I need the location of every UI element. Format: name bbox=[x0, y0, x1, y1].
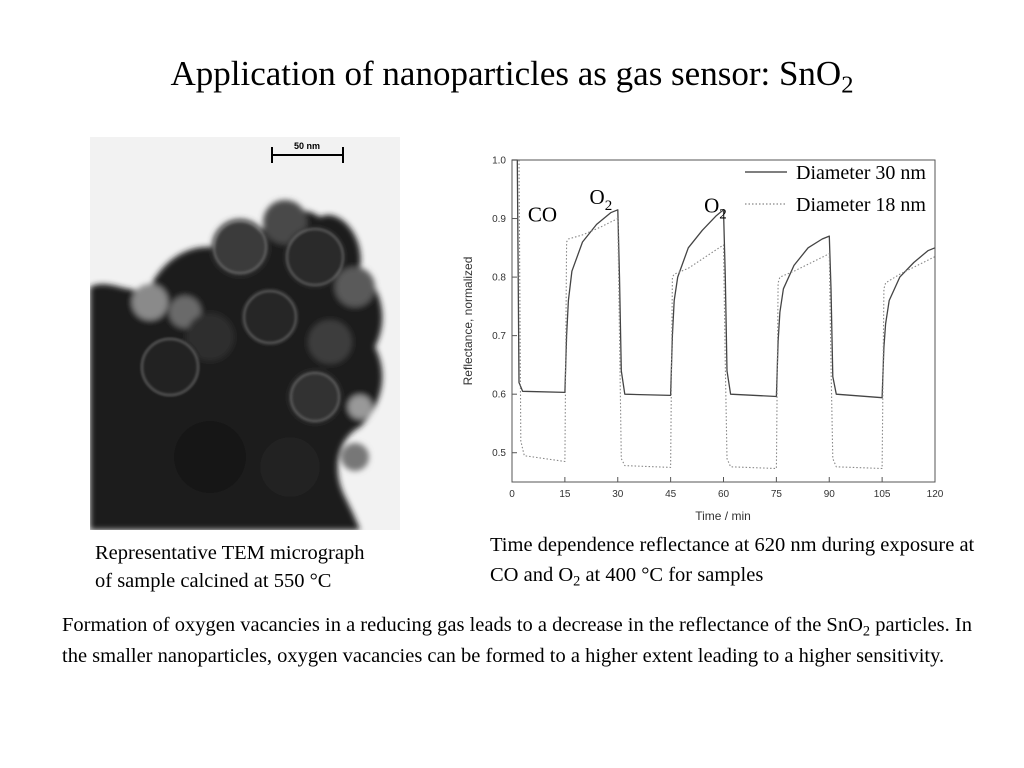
x-tick-label: 45 bbox=[665, 489, 677, 500]
chart-annotation: CO bbox=[528, 202, 557, 226]
chart-annotation: O2 bbox=[590, 185, 613, 214]
tem-scale-label: 50 nm bbox=[294, 141, 320, 151]
tem-caption-line2: of sample calcined at 550 °C bbox=[95, 570, 332, 592]
y-tick-label: 0.9 bbox=[492, 214, 506, 225]
series-line-diameter-30nm bbox=[512, 159, 936, 399]
tem-caption: Representative TEM micrograph of sample … bbox=[95, 539, 440, 595]
chart-legend: Diameter 30 nm Diameter 18 nm bbox=[745, 162, 926, 216]
y-tick-label: 0.5 bbox=[492, 448, 506, 459]
y-tick-label: 0.7 bbox=[492, 331, 506, 342]
x-tick-label: 75 bbox=[771, 489, 783, 500]
x-tick-label: 0 bbox=[509, 489, 515, 500]
chart-caption: Time dependence reflectance at 620 nm du… bbox=[490, 534, 975, 590]
y-tick-label: 1.0 bbox=[492, 156, 506, 167]
x-tick-label: 90 bbox=[824, 489, 836, 500]
tem-caption-line1: Representative TEM micrograph bbox=[95, 542, 365, 564]
y-tick-label: 0.6 bbox=[492, 390, 506, 401]
series-line-diameter-18nm bbox=[512, 159, 936, 470]
x-tick-label: 15 bbox=[559, 489, 571, 500]
legend-label: Diameter 18 nm bbox=[796, 194, 926, 216]
x-axis-label: Time / min bbox=[695, 509, 751, 523]
tem-scale-bar: 50 nm bbox=[271, 141, 344, 163]
body-paragraph: Formation of oxygen vacancies in a reduc… bbox=[62, 614, 972, 667]
legend-label: Diameter 30 nm bbox=[796, 162, 926, 184]
x-tick-label: 120 bbox=[927, 489, 944, 500]
slide-title: Application of nanoparticles as gas sens… bbox=[170, 54, 854, 99]
reflectance-chart: 0 15 30 45 60 75 90 105 120 0.5 0.6 0.7 0.8 0.9 1.0 T… bbox=[461, 156, 944, 524]
x-tick-label: 60 bbox=[718, 489, 730, 500]
y-axis-label: Reflectance, normalized bbox=[461, 257, 475, 386]
chart-annotation: O2 bbox=[704, 194, 727, 223]
y-tick-label: 0.8 bbox=[492, 273, 506, 284]
x-tick-label: 30 bbox=[612, 489, 624, 500]
x-tick-label: 105 bbox=[874, 489, 891, 500]
tem-micrograph: 50 nm bbox=[90, 137, 400, 530]
